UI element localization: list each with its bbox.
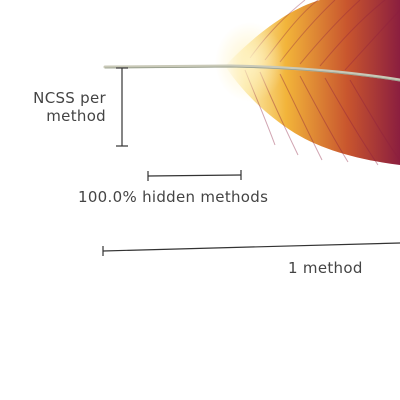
- hidden-methods-label: 100.0% hidden methods: [78, 188, 269, 206]
- hidden-methods-bar: [147, 170, 242, 181]
- method-count-bar: [102, 242, 400, 256]
- ncss-per-method-bar: [116, 67, 128, 147]
- ncss-label-line-1: NCSS per: [33, 89, 106, 107]
- method-count-label: 1 method: [288, 259, 363, 277]
- feather-vane: [215, 0, 400, 166]
- ncss-per-method-label: NCSS per method: [8, 89, 106, 125]
- feather-quill: [103, 64, 400, 82]
- ncss-label-line-2: method: [46, 107, 106, 125]
